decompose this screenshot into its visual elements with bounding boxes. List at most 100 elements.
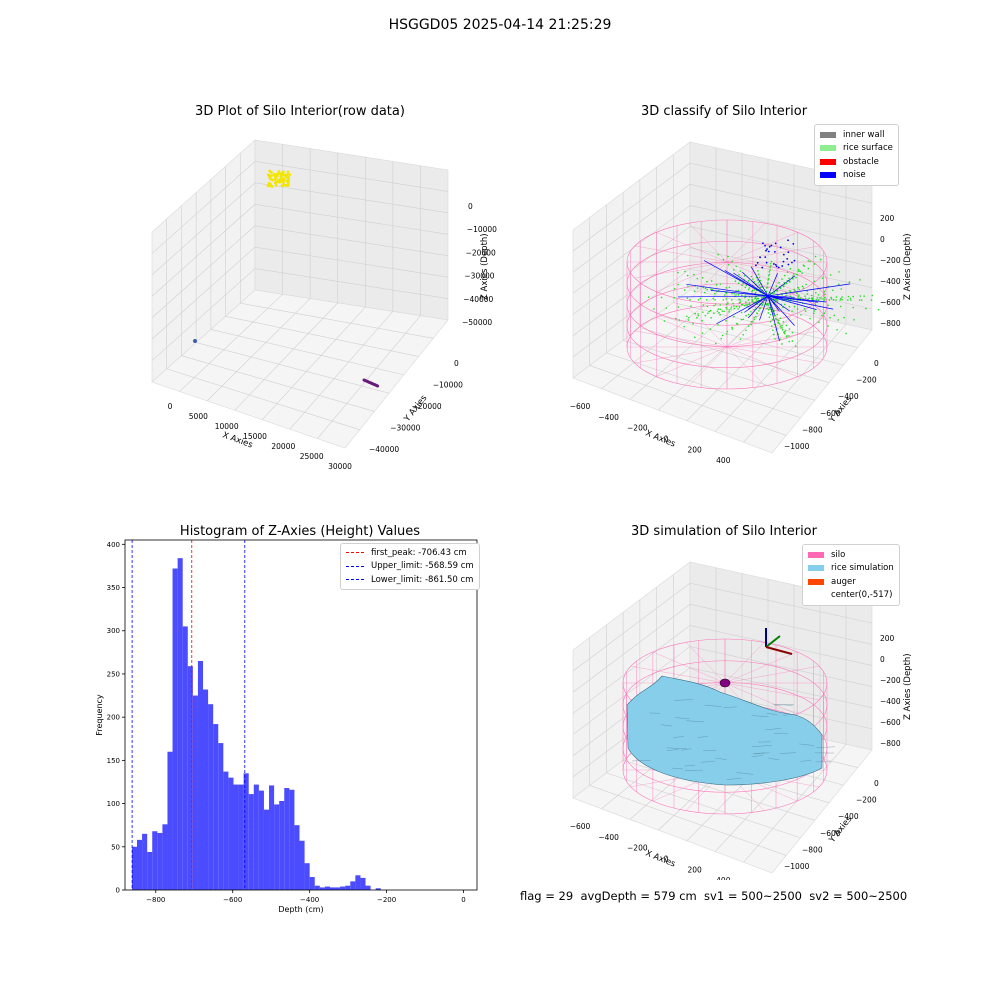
rice-point <box>747 303 749 306</box>
y-tick-label: 50 <box>111 843 120 851</box>
rice-point <box>710 316 712 319</box>
grid-line <box>686 312 795 422</box>
mesh-line <box>768 757 780 761</box>
legend-label: first_peak: -706.43 cm <box>371 547 467 558</box>
y-tick-label: 350 <box>107 584 120 592</box>
rice-point <box>733 305 735 307</box>
classify-plot-title: 3D classify of Silo Interior <box>640 104 808 119</box>
x-tick-label: −200 <box>627 844 648 853</box>
x-tick-label: 5000 <box>189 412 208 421</box>
legend-label: Upper_limit: -568.59 cm <box>371 561 474 572</box>
legend-swatch <box>808 578 824 585</box>
noise-point <box>767 295 780 342</box>
scatter-point <box>269 174 273 178</box>
rice-point <box>746 305 748 307</box>
grid-line <box>151 161 256 254</box>
noise-point <box>770 244 773 247</box>
rice-point <box>837 319 840 321</box>
histogram-bar <box>142 833 148 890</box>
rice-point <box>781 329 784 331</box>
status-footer: flag = 29 avgDepth = 579 cm sv1 = 500~25… <box>520 889 908 903</box>
histogram-bar <box>274 804 280 890</box>
legend-entry-noise: noise <box>820 169 893 183</box>
grid-line <box>623 339 815 401</box>
rice-point <box>788 335 790 337</box>
rice-point <box>767 308 770 311</box>
silo-spoke <box>726 346 820 364</box>
rice-point <box>813 310 816 312</box>
rice-point <box>836 328 838 331</box>
rice-point <box>726 330 729 333</box>
noise-point <box>767 295 780 312</box>
grid-line <box>689 582 873 624</box>
rice-point <box>797 287 800 289</box>
y-tick-label: 0 <box>874 779 879 788</box>
rice-point <box>794 345 797 348</box>
rice-point <box>828 299 831 301</box>
rice-point <box>816 297 819 299</box>
rice-point <box>773 292 776 294</box>
rice-point <box>745 301 747 303</box>
mesh-line <box>799 743 815 746</box>
rice-point <box>759 279 762 282</box>
rice-point <box>821 314 823 317</box>
noise-point <box>772 263 775 265</box>
rice-point <box>738 274 740 276</box>
rice-point <box>808 297 810 300</box>
rice-point <box>738 301 741 304</box>
grid-line <box>689 268 873 310</box>
histogram-bar <box>294 825 300 890</box>
rice-point <box>718 311 720 314</box>
y-tick-label: −10000 <box>433 381 463 390</box>
rice-point <box>715 342 717 345</box>
rice-point <box>751 300 754 303</box>
rice-point <box>750 310 752 313</box>
raw-plot-title: 3D Plot of Silo Interior(row data) <box>195 104 405 119</box>
rice-point <box>728 286 731 289</box>
mesh-line <box>816 746 836 748</box>
rice-point <box>716 310 719 312</box>
rice-point <box>852 295 854 298</box>
rice-point <box>743 275 746 277</box>
mesh-line <box>751 715 769 717</box>
grid-line <box>317 315 421 439</box>
rice-point <box>665 307 668 309</box>
rice-point <box>788 277 790 280</box>
noise-point <box>767 295 795 326</box>
simulation-3d-plot: −600−400−20002004006000−200−400−600−800−… <box>570 561 913 880</box>
silo-spoke <box>724 682 820 701</box>
rice-point <box>753 280 756 283</box>
rice-point <box>823 312 826 314</box>
rice-point <box>772 314 775 316</box>
mesh-line <box>704 704 722 707</box>
y-tick-label: 150 <box>107 757 120 765</box>
rice-point <box>814 303 817 306</box>
grid-line <box>689 667 873 709</box>
noise-point <box>792 242 795 245</box>
rice-point <box>821 277 824 279</box>
silo-spoke <box>726 346 798 377</box>
x-tick-label: −600 <box>570 402 591 411</box>
histogram-bar <box>309 877 315 890</box>
rice-point <box>753 289 756 291</box>
legend-swatch <box>808 551 824 558</box>
rice-point <box>743 304 746 307</box>
rice-point <box>767 304 770 306</box>
noise-point <box>716 295 769 325</box>
rice-point <box>717 253 720 256</box>
grid-line <box>656 314 844 366</box>
mesh-line <box>666 747 687 750</box>
rice-point <box>696 287 699 289</box>
rice-point <box>754 297 757 300</box>
rice-point <box>788 281 791 283</box>
rice-point <box>839 305 842 308</box>
rice-point <box>797 295 800 298</box>
rice-point <box>783 331 786 333</box>
rice-point <box>735 265 738 268</box>
rice-point <box>757 270 759 272</box>
depth-histogram: −800 −600 −400 −200 0 0 50 100 150 200 250 300 350 40… <box>95 539 478 914</box>
scatter-point <box>276 179 280 182</box>
rice-point <box>766 303 769 305</box>
rice-point <box>770 265 772 267</box>
scatter-point <box>288 173 292 176</box>
